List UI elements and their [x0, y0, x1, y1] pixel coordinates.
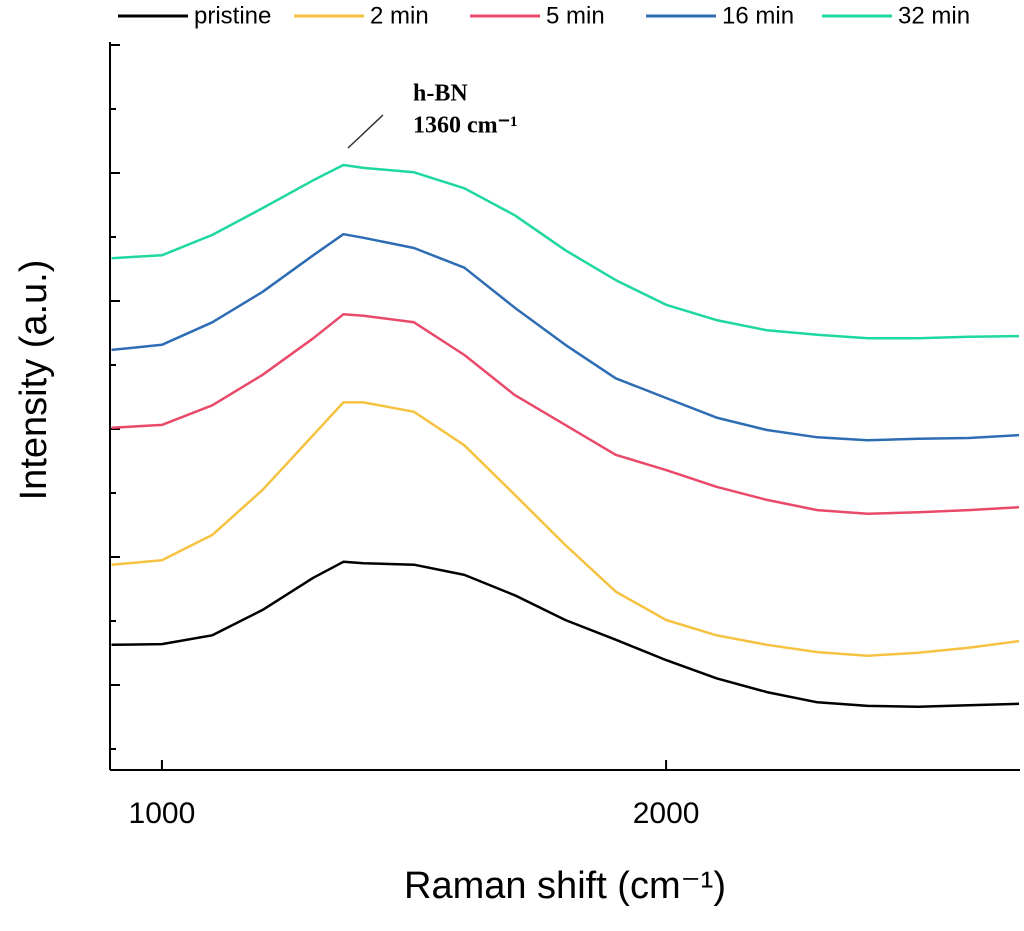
data-line	[111, 313, 1020, 515]
annotation: h-BN	[413, 81, 468, 107]
x-tick-label: 2000	[633, 797, 700, 830]
legend-label: 32 min	[898, 2, 970, 29]
data-line	[111, 401, 1020, 657]
legend-label: 16 min	[722, 2, 794, 29]
y-axis-title: Intensity (a.u.)	[13, 260, 55, 501]
legend-label: pristine	[194, 2, 271, 29]
x-tick-label: 1000	[129, 797, 196, 830]
legend-label: 2 min	[370, 2, 429, 29]
annotation-pointer	[347, 114, 384, 149]
data-line	[111, 232, 1020, 442]
legend-label: 5 min	[546, 2, 605, 29]
data-line	[111, 163, 1020, 340]
data-line	[111, 560, 1020, 708]
x-axis-title: Raman shift (cm⁻¹)	[404, 865, 726, 907]
annotation: 1360 cm⁻¹	[413, 113, 518, 139]
